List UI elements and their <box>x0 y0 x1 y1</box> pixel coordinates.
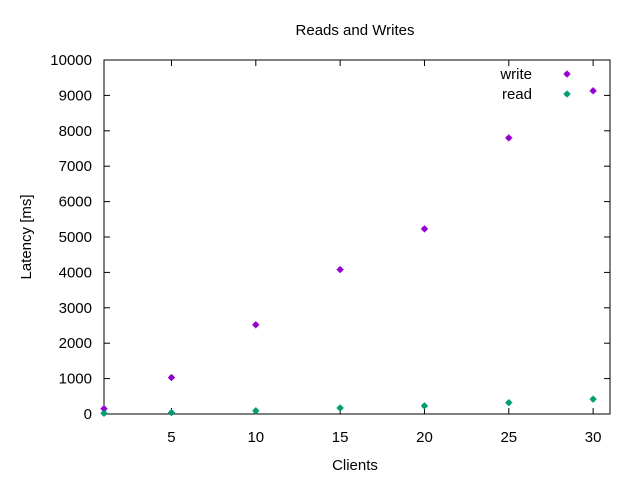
data-point-write <box>252 321 260 329</box>
x-tick-label: 25 <box>500 429 517 446</box>
x-tick-label: 5 <box>167 429 175 446</box>
y-axis-label: Latency [ms] <box>18 194 35 279</box>
x-tick-label: 30 <box>585 429 602 446</box>
y-tick-label: 4000 <box>59 264 92 281</box>
y-tick-label: 10000 <box>50 52 92 69</box>
y-tick-label: 1000 <box>59 371 92 388</box>
data-point-write <box>167 374 175 382</box>
x-tick-label: 20 <box>416 429 433 446</box>
y-tick-label: 8000 <box>59 123 92 140</box>
data-point-read <box>252 407 260 415</box>
legend-marker-write <box>563 70 571 78</box>
data-point-read <box>589 395 597 403</box>
legend-label-read: read <box>502 86 532 103</box>
y-axis-ticks: 0 1000 2000 3000 4000 5000 6000 7000 8000 9000 100… <box>50 52 610 423</box>
plot-frame <box>103 59 611 415</box>
data-point-read <box>505 399 513 407</box>
data-point-read <box>336 404 344 412</box>
legend: write read <box>499 66 571 103</box>
y-tick-label: 0 <box>84 406 92 423</box>
x-tick-label: 15 <box>332 429 349 446</box>
legend-label-write: write <box>499 66 532 83</box>
data-point-write <box>420 225 428 233</box>
legend-marker-read <box>563 90 571 98</box>
y-tick-label: 7000 <box>59 158 92 175</box>
data-point-write <box>336 266 344 274</box>
x-axis-ticks: 5 10 15 20 25 30 <box>167 60 601 446</box>
y-tick-label: 2000 <box>59 335 92 352</box>
data-point-write <box>589 87 597 95</box>
y-tick-label: 6000 <box>59 194 92 211</box>
y-tick-label: 3000 <box>59 300 92 317</box>
data-point-read <box>100 409 108 417</box>
y-tick-label: 9000 <box>59 87 92 104</box>
x-tick-label: 10 <box>247 429 264 446</box>
data-point-write <box>505 134 513 142</box>
y-tick-label: 5000 <box>59 229 92 246</box>
x-axis-label: Clients <box>332 457 378 474</box>
data-point-read <box>420 402 428 410</box>
chart-title: Reads and Writes <box>296 22 415 39</box>
data-points <box>100 87 597 417</box>
data-point-read <box>167 409 175 417</box>
